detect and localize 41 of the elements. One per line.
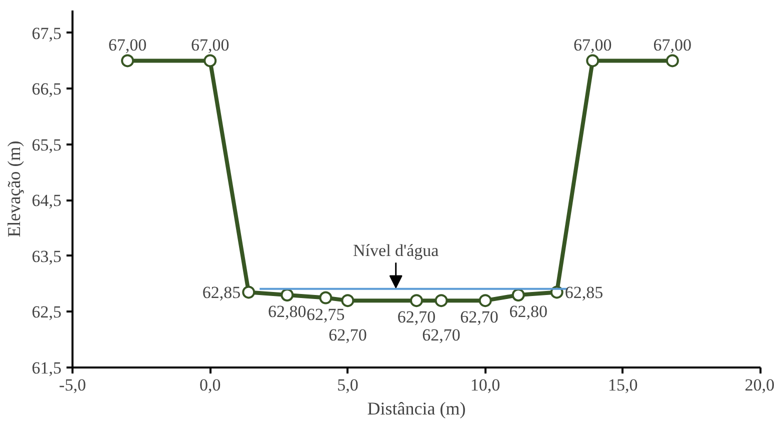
data-label: 62,75	[306, 304, 345, 324]
y-tick-label: 67,5	[32, 24, 62, 43]
data-label: 62,70	[328, 326, 367, 345]
y-tick-label: 66,5	[32, 80, 62, 99]
y-tick-label: 65,5	[32, 135, 62, 154]
annotation: Nível d'água	[353, 240, 440, 260]
x-tick-label: 10,0	[470, 376, 500, 394]
y-axis-title: Elevação (m)	[4, 140, 24, 238]
x-tick-label: -5,0	[59, 376, 86, 394]
point	[204, 54, 217, 68]
data-label: 62,85	[564, 283, 604, 302]
data-label: 62,70	[397, 308, 436, 327]
data-label: 67,00	[190, 36, 230, 55]
x-tick-label: 20,0	[744, 376, 774, 394]
data-label: 67,00	[108, 36, 147, 55]
point	[341, 294, 354, 308]
data-label: 62,70	[422, 326, 460, 345]
point	[410, 294, 423, 308]
y-tick-label: 63,5	[32, 246, 62, 266]
point	[242, 286, 256, 299]
y-tick-label: 64,5	[32, 191, 62, 210]
y-tick-label: 61,5	[32, 358, 62, 378]
x-tick-label: 15,0	[608, 376, 638, 394]
data-label: 67,00	[574, 36, 612, 55]
point	[666, 54, 679, 68]
point	[319, 291, 332, 304]
point	[512, 288, 525, 302]
data-label: 67,00	[653, 36, 692, 55]
x-tick-label: 0,0	[199, 376, 221, 394]
x-axis-title: Distância (m)	[367, 398, 466, 418]
x-tick-label: 5,0	[337, 376, 358, 394]
data-label: 62,80	[509, 302, 548, 321]
data-label: 62,80	[268, 302, 306, 321]
point	[586, 54, 600, 68]
data-label: 62,85	[202, 283, 241, 302]
point	[121, 54, 134, 68]
data-label: 62,70	[460, 308, 498, 327]
point	[280, 288, 294, 302]
point	[478, 294, 492, 308]
point	[434, 294, 448, 308]
y-tick-label: 62,5	[32, 302, 62, 322]
